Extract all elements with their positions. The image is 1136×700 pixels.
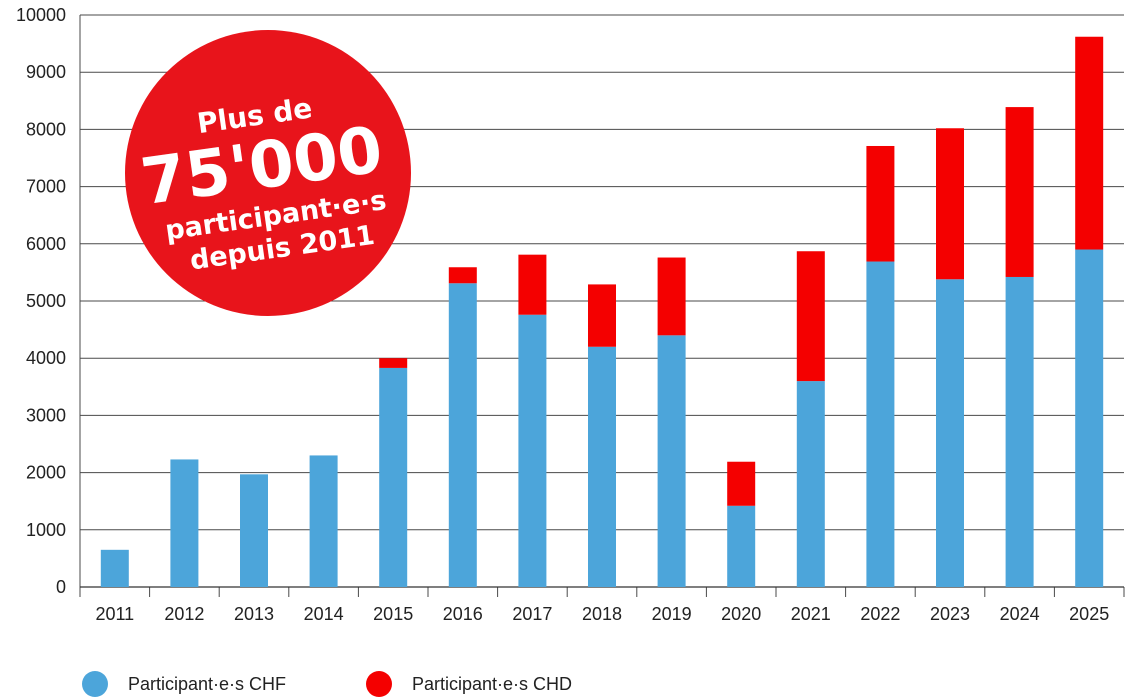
x-tick-label: 2019 [652, 604, 692, 624]
x-tick-label: 2015 [373, 604, 413, 624]
x-tick-label: 2018 [582, 604, 622, 624]
bar-segment-chf [100, 549, 129, 587]
x-tick-label: 2024 [1000, 604, 1040, 624]
legend-label-chd: Participant·e·s CHD [412, 674, 572, 694]
bar-segment-chf [518, 314, 547, 587]
bar-segment-chd [796, 251, 825, 382]
y-tick-label: 5000 [26, 291, 66, 311]
bar-segment-chf [796, 381, 825, 587]
legend-item-chd: Participant·e·s CHD [366, 671, 572, 697]
bar-segment-chd [1005, 107, 1034, 277]
y-tick-label: 9000 [26, 62, 66, 82]
participants-badge: Plus de 75'000 participant·e·s depuis 20… [125, 30, 411, 316]
x-tick-label: 2022 [860, 604, 900, 624]
y-tick-label: 4000 [26, 348, 66, 368]
bar-segment-chf [1075, 249, 1104, 587]
x-tick-label: 2016 [443, 604, 483, 624]
legend-item-chf: Participant·e·s CHF [82, 671, 286, 697]
legend-label-chf: Participant·e·s CHF [128, 674, 286, 694]
y-tick-label: 6000 [26, 234, 66, 254]
y-tick-label: 3000 [26, 405, 66, 425]
bar-segment-chf [379, 367, 408, 587]
x-tick-label: 2013 [234, 604, 274, 624]
badge-circle [125, 30, 411, 316]
bar-segment-chf [866, 261, 895, 587]
bar-segment-chd [379, 358, 408, 368]
legend: Participant·e·s CHF Participant·e·s CHD [82, 671, 572, 697]
y-axis-tick-labels: 0 1000 2000 3000 4000 5000 6000 7000 8000 9000 100… [16, 5, 66, 597]
bar-segment-chf [240, 474, 268, 587]
y-tick-label: 7000 [26, 177, 66, 197]
x-tick-label: 2020 [721, 604, 761, 624]
x-tick-label: 2021 [791, 604, 831, 624]
bar-segment-chf [657, 335, 686, 587]
x-tick-label: 2012 [164, 604, 204, 624]
bar-segment-chf [1005, 276, 1034, 587]
y-tick-label: 10000 [16, 5, 66, 25]
bar-segment-chd [657, 257, 686, 336]
x-axis-ticks [79, 587, 1125, 597]
bar-segment-chf [170, 459, 199, 587]
bar-segment-chf [309, 455, 338, 587]
bar-segment-chd [727, 461, 756, 506]
bars [100, 36, 1104, 587]
legend-swatch-chf [82, 671, 108, 697]
bar-segment-chd [936, 128, 964, 280]
x-tick-label: 2017 [512, 604, 552, 624]
bar-segment-chf [448, 283, 477, 587]
y-tick-label: 1000 [26, 520, 66, 540]
x-axis-tick-labels: 2011 2012 2013 2014 2015 2016 2017 2018 2019 2020… [95, 604, 1109, 624]
y-tick-label: 0 [56, 577, 66, 597]
y-tick-label: 8000 [26, 119, 66, 139]
x-tick-label: 2011 [95, 604, 134, 624]
bar-segment-chd [588, 284, 616, 347]
bar-segment-chf [936, 279, 964, 587]
x-tick-label: 2025 [1069, 604, 1109, 624]
y-tick-label: 2000 [26, 463, 66, 483]
bar-segment-chd [448, 267, 477, 284]
legend-swatch-chd [366, 671, 392, 697]
x-tick-label: 2014 [304, 604, 344, 624]
bar-segment-chf [588, 346, 616, 587]
bar-segment-chd [518, 254, 547, 315]
bar-segment-chd [1075, 36, 1104, 250]
x-tick-label: 2023 [930, 604, 970, 624]
bar-segment-chf [727, 505, 756, 587]
bar-segment-chd [866, 145, 895, 262]
